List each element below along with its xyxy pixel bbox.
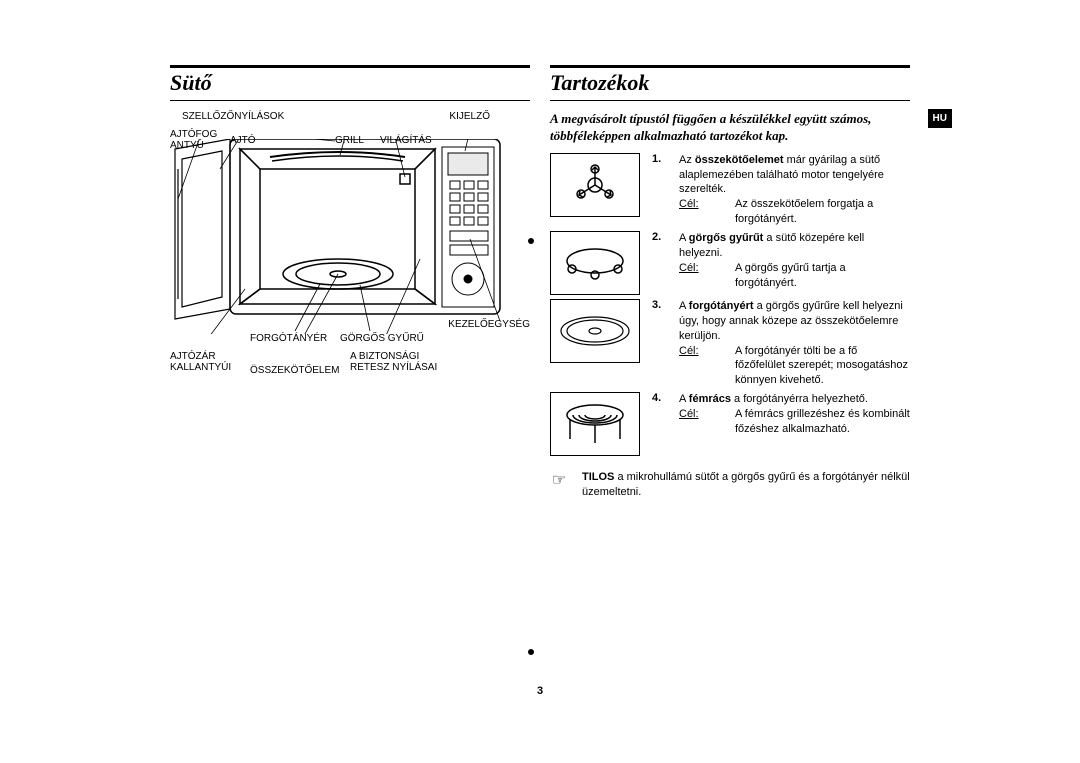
label-latch: AJTÓZÁR KALLANTYÚI <box>170 351 231 373</box>
purpose-label: Cél: <box>679 407 731 437</box>
label-safety: A BIZTONSÁGI RETESZ NYÍLÁSAI <box>350 351 437 373</box>
left-column: Sütő SZELLŐZŐNYÍLÁSOK KIJELZŐ AJTÓFOG AN… <box>170 65 530 705</box>
accessory-row: 4. A fémrács a forgótányérra helyezhető.… <box>550 392 910 456</box>
coupler-icon <box>550 153 640 217</box>
text: A <box>679 232 689 244</box>
roller-ring-icon <box>550 231 640 295</box>
accessory-number: 4. <box>652 392 667 456</box>
purpose-label: Cél: <box>679 344 731 389</box>
accessory-number: 1. <box>652 153 667 227</box>
page: Sütő SZELLŐZŐNYÍLÁSOK KIJELZŐ AJTÓFOG AN… <box>170 65 910 705</box>
turntable-icon <box>550 299 640 363</box>
warning-note: ☞ TILOS a mikrohullámú sütőt a görgős gy… <box>550 470 910 501</box>
accessory-text: A fémrács a forgótányérra helyezhető. Cé… <box>679 392 910 456</box>
accessory-row: 1. Az összekötőelemet már gyárilag a süt… <box>550 153 910 227</box>
oven-illustration <box>170 139 525 334</box>
text-bold: TILOS <box>582 471 614 483</box>
accessory-row: 3. A forgótányért a görgős gyűrűre kell … <box>550 299 910 388</box>
right-column: Tartozékok HU A megvásárolt típustól füg… <box>550 65 910 705</box>
purpose-text: Az összekötőelem forgatja a forgótányért… <box>735 197 910 227</box>
text: A <box>679 300 689 312</box>
warning-text: TILOS a mikrohullámú sütőt a görgős gyűr… <box>582 470 910 501</box>
purpose-text: A fémrács grillezéshez és kombinált főzé… <box>735 407 910 437</box>
accessory-number: 2. <box>652 231 667 295</box>
accessory-number: 3. <box>652 299 667 388</box>
text: Az <box>679 154 695 166</box>
text: a forgótányérra helyezhető. <box>731 393 868 405</box>
purpose-label: Cél: <box>679 197 731 227</box>
oven-diagram: SZELLŐZŐNYÍLÁSOK KIJELZŐ AJTÓFOG ANTYÚ A… <box>170 111 530 401</box>
metal-rack-icon <box>550 392 640 456</box>
label-turntable: FORGÓTÁNYÉR <box>250 333 327 344</box>
section-title-accessories: Tartozékok <box>550 65 910 101</box>
language-tab: HU <box>928 109 952 128</box>
text: A <box>679 393 689 405</box>
section-title-oven: Sütő <box>170 65 530 101</box>
text-bold: fémrács <box>689 393 731 405</box>
intro-text: A megvásárolt típustól függően a készülé… <box>550 111 910 145</box>
text-bold: forgótányért <box>689 300 754 312</box>
accessory-text: A forgótányért a görgős gyűrűre kell hel… <box>679 299 910 388</box>
page-number: 3 <box>537 685 543 697</box>
accessory-text: Az összekötőelemet már gyárilag a sütő a… <box>679 153 910 227</box>
label-display: KIJELZŐ <box>449 111 490 122</box>
accessory-text: A görgős gyűrűt a sütő közepére kell hel… <box>679 231 910 295</box>
label-coupler: ÖSSZEKÖTŐELEM <box>250 365 339 376</box>
text-bold: összekötőelemet <box>695 154 784 166</box>
purpose-label: Cél: <box>679 261 731 291</box>
text-bold: görgős gyűrűt <box>689 232 764 244</box>
purpose-text: A forgótányér tölti be a fő főzőfelület … <box>735 344 910 389</box>
label-vents: SZELLŐZŐNYÍLÁSOK <box>182 111 284 122</box>
accessory-row: 2. A görgős gyűrűt a sütő közepére kell … <box>550 231 910 295</box>
pointer-icon: ☞ <box>550 470 568 490</box>
text: a mikrohullámú sütőt a görgős gyűrű és a… <box>582 471 910 498</box>
label-roller: GÖRGŐS GYŰRŰ <box>340 333 424 344</box>
purpose-text: A görgős gyűrű tartja a forgótányért. <box>735 261 910 291</box>
